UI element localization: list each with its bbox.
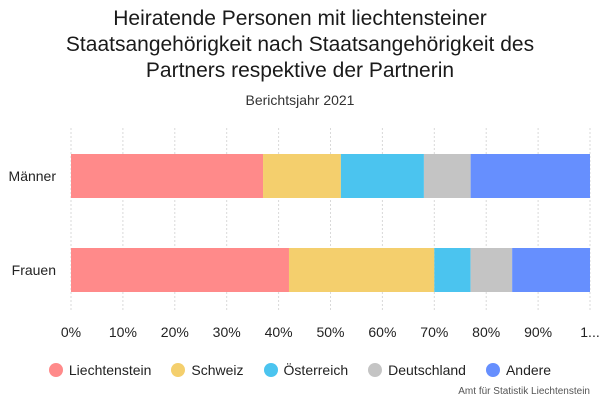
legend-label: Schweiz	[191, 362, 244, 378]
chart-title: Heiratende Personen mit liechtensteiner S…	[0, 6, 600, 84]
legend-swatch	[48, 363, 63, 377]
legend-swatch	[263, 363, 278, 377]
x-tick-label: 10%	[109, 324, 137, 340]
x-tick-label: 0%	[61, 324, 81, 340]
legend-label: Andere	[505, 362, 552, 378]
y-axis-labels: Männer Frauen	[9, 168, 57, 278]
bar-segment	[71, 154, 264, 198]
bar-segment	[340, 154, 424, 198]
bar-segment	[263, 154, 341, 198]
chart-title-line: Partners respektive der Partnerin	[145, 59, 455, 82]
bar-segment	[423, 154, 471, 198]
x-tick-label: 30%	[213, 324, 241, 340]
x-tick-label: 40%	[265, 324, 293, 340]
bar-segment	[470, 154, 590, 198]
y-category-label: Frauen	[12, 262, 56, 278]
x-tick-label: 60%	[368, 324, 396, 340]
bar-segment	[512, 248, 590, 292]
chart-title-line: Staatsangehörigkeit nach Staatsangehörig…	[65, 33, 535, 56]
source-note: Amt für Statistik Liechtenstein	[458, 386, 590, 397]
legend-item[interactable]: Liechtenstein	[48, 362, 152, 378]
chart-title-line: Heiratende Personen mit liechtensteiner	[113, 7, 487, 30]
x-tick-label: 50%	[316, 324, 344, 340]
legend-item[interactable]: Schweiz	[171, 362, 244, 378]
x-tick-label: 80%	[472, 324, 500, 340]
legend-swatch	[485, 363, 500, 377]
legend-swatch	[368, 363, 383, 377]
legend-item[interactable]: Andere	[485, 362, 552, 378]
chart-subtitle: Berichtsjahr 2021	[245, 92, 355, 108]
bar-segment	[434, 248, 471, 292]
legend-item[interactable]: Österreich	[263, 362, 349, 378]
bar-segment	[71, 248, 289, 292]
y-category-label: Männer	[9, 168, 57, 184]
chart-legend: Liechtenstein Schweiz Österreich Deutschlan…	[0, 362, 600, 380]
bar-segment	[470, 248, 513, 292]
bars-group	[71, 154, 590, 292]
legend-item[interactable]: Deutschland	[368, 362, 466, 378]
legend-label: Deutschland	[388, 362, 466, 378]
x-tick-label: 20%	[161, 324, 189, 340]
legend-swatch	[171, 363, 186, 377]
legend-label: Österreich	[283, 362, 349, 378]
bar-segment	[288, 248, 435, 292]
x-tick-label: 1...	[580, 324, 599, 340]
x-tick-label: 90%	[524, 324, 552, 340]
x-axis-labels: 0% 10% 20% 30% 40% 50% 60% 70% 80% 90% 1...	[61, 324, 600, 340]
x-tick-label: 70%	[420, 324, 448, 340]
legend-label: Liechtenstein	[68, 362, 152, 378]
